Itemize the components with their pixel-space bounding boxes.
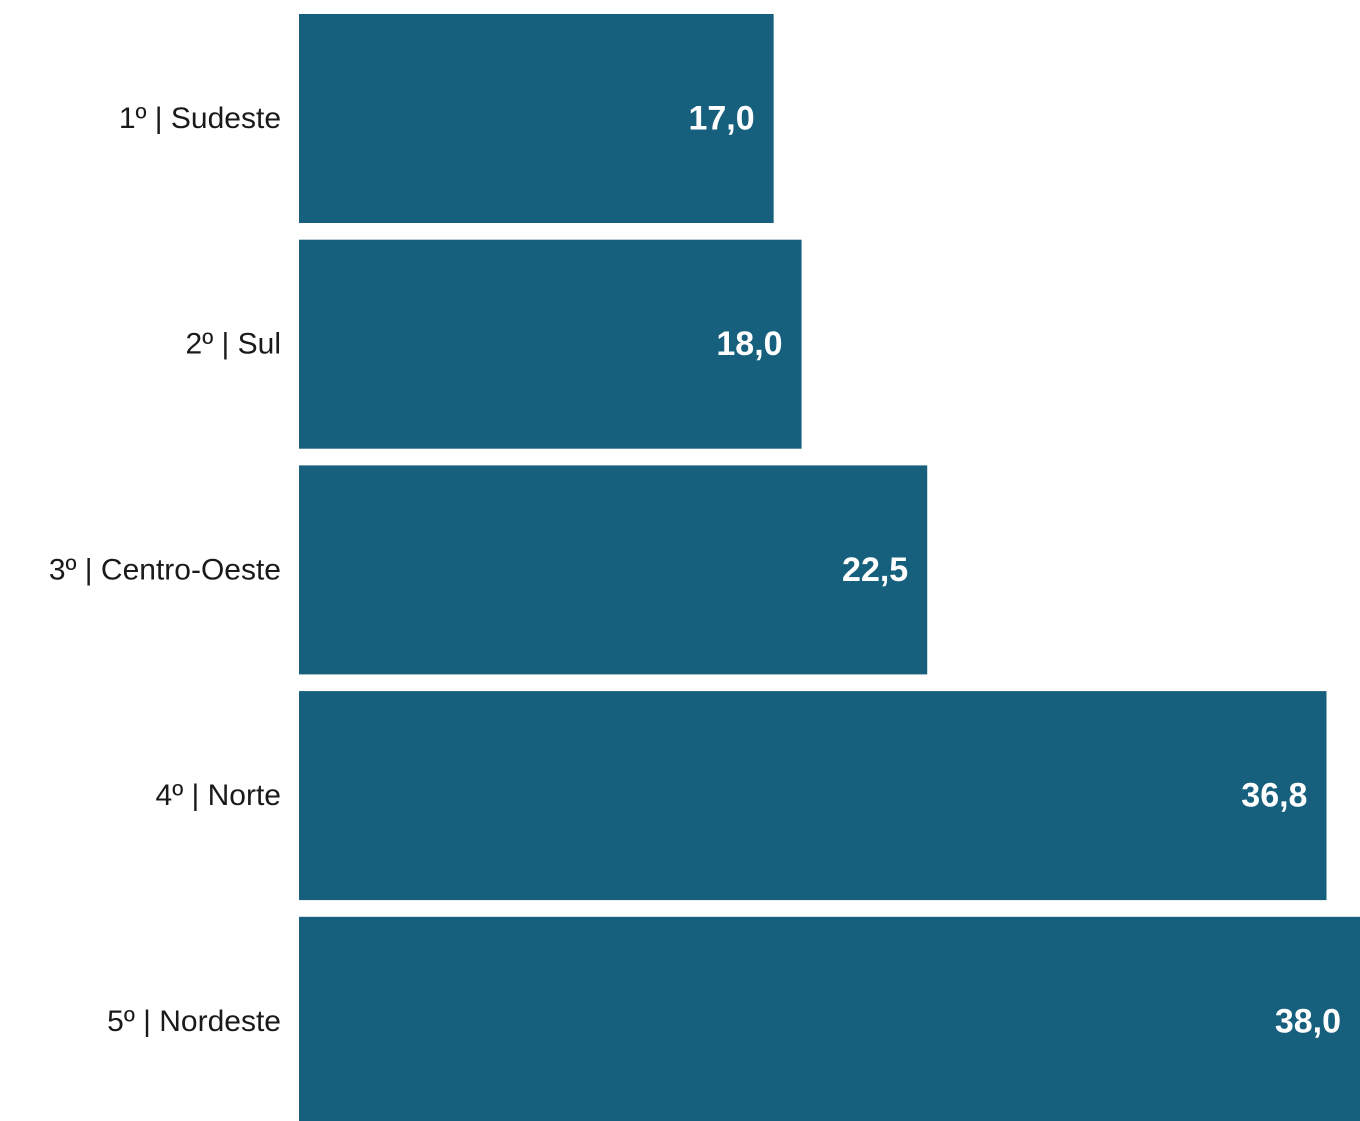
- value-label-5: 38,0: [1275, 1002, 1341, 1040]
- bar-4: [299, 691, 1327, 901]
- category-label-3: 3º | Centro-Oeste: [49, 553, 281, 586]
- category-label-4: 4º | Norte: [156, 779, 281, 812]
- value-label-1: 17,0: [688, 100, 754, 138]
- bar-1: [299, 14, 774, 223]
- category-label-2: 2º | Sul: [186, 328, 281, 361]
- value-label-2: 18,0: [716, 325, 782, 363]
- value-label-4: 36,8: [1241, 777, 1307, 815]
- category-label-5: 5º | Nordeste: [107, 1005, 281, 1038]
- bar-2: [299, 239, 802, 449]
- bar-3: [299, 465, 928, 675]
- category-label-1: 1º | Sudeste: [119, 102, 281, 135]
- value-label-3: 22,5: [842, 551, 908, 589]
- bar-5: [299, 916, 1360, 1121]
